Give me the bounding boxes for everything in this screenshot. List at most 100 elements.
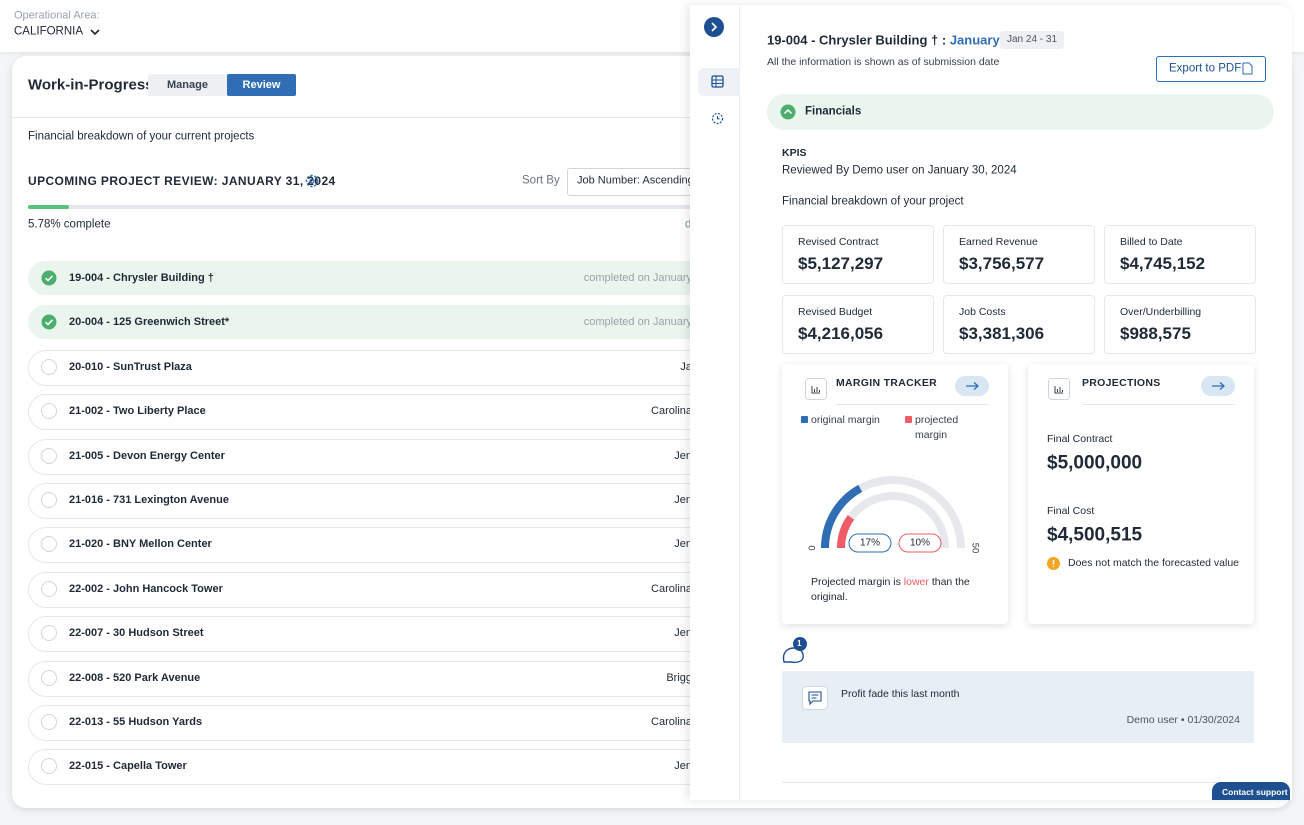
margin-title: MARGIN TRACKER: [836, 376, 938, 389]
sidebar-active[interactable]: [698, 68, 740, 96]
kpi-heading: KPIS: [782, 146, 807, 159]
export-button[interactable]: [1156, 56, 1266, 82]
kpi-value: $3,756,577: [959, 254, 1045, 273]
value-label: 17%: [860, 538, 880, 549]
tab[interactable]: Manage: [167, 79, 208, 91]
status-icon: [41, 580, 57, 597]
support-button[interactable]: [1212, 782, 1290, 800]
comment-toggle[interactable]: [780, 636, 810, 666]
progress-link[interactable]: d: [685, 218, 692, 231]
toggle-chevron: [783, 108, 793, 115]
divider: [12, 117, 1290, 118]
kpi-label: Billed to Date: [1120, 236, 1183, 248]
status-icon: [41, 758, 57, 775]
project-row[interactable]: [28, 616, 790, 653]
progress-fill: [28, 205, 70, 209]
sort-label: Sort By: [522, 174, 560, 187]
support-label: Contact support: [1222, 786, 1288, 797]
value-pill: [898, 533, 942, 553]
value-pill: [848, 533, 892, 553]
project-status: Jen: [674, 627, 692, 640]
progress-label: 5.78% complete: [28, 218, 111, 231]
kpi-value: $988,575: [1120, 324, 1191, 343]
kpi-value: $5,127,297: [798, 254, 884, 273]
toggle-circle: [780, 104, 796, 120]
gear-center: [309, 178, 315, 184]
icon-bars: [1054, 386, 1063, 394]
icon-frame: [1048, 378, 1070, 400]
comment-box: [782, 671, 1254, 743]
kpi-card: [943, 225, 1095, 284]
projections-open[interactable]: [1201, 376, 1235, 396]
check-mark: [44, 275, 54, 282]
section-title: Financials: [805, 105, 862, 118]
wip-description: Financial breakdown of your current proj…: [28, 130, 255, 143]
empty-circle: [41, 358, 57, 375]
project-name: 19-004 - Chrysler Building †: [69, 272, 214, 284]
project-status: Jen: [674, 760, 692, 773]
margin-gauge: 17% 10% 0 50: [805, 476, 980, 554]
gear-outline: [305, 174, 319, 188]
kpi-label: Earned Revenue: [959, 236, 1038, 248]
divider: [836, 404, 989, 405]
kpi-label: Job Costs: [959, 306, 1006, 318]
sort-select[interactable]: [567, 168, 709, 196]
empty-circle: [41, 625, 57, 642]
warning-text: Does not match the forecasted value: [1068, 556, 1240, 569]
kpi-value: $4,745,152: [1120, 254, 1206, 273]
status-icon: [41, 625, 57, 642]
project-row[interactable]: [28, 483, 790, 519]
project-row[interactable]: [28, 305, 788, 340]
project-row[interactable]: [28, 261, 788, 295]
chart-icon: [1048, 378, 1070, 400]
pdf-outline: [1242, 62, 1253, 75]
margin-note: Projected margin is lower than the origi…: [811, 575, 986, 605]
project-row[interactable]: [28, 749, 790, 786]
check-mark: [44, 319, 54, 327]
empty-circle: [41, 714, 57, 730]
project-name: 22-013 - 55 Hudson Yards: [69, 716, 203, 728]
project-name: 21-002 - Two Liberty Place: [69, 405, 206, 418]
date-range: Jan 24 - 31: [1000, 31, 1065, 49]
financials-section[interactable]: [767, 94, 1274, 130]
project-status: Carolina: [651, 405, 692, 418]
projections-card: [1028, 364, 1254, 624]
kpi-label: Revised Budget: [798, 306, 873, 318]
area-value[interactable]: CALIFORNIA: [14, 25, 84, 38]
project-name: 20-004 - 125 Greenwich Street*: [69, 316, 230, 329]
project-row[interactable]: [28, 660, 790, 697]
detail-subtitle: All the information is shown as of submi…: [767, 55, 1000, 68]
settings-icon[interactable]: [305, 174, 319, 188]
chevron-down[interactable]: [89, 26, 101, 38]
financials-toggle: [780, 104, 796, 120]
projection-label: Final Contract: [1047, 432, 1113, 445]
project-name: 22-015 - Capella Tower: [69, 760, 187, 773]
project-status: Carolina: [651, 582, 692, 595]
tab[interactable]: Review: [227, 74, 296, 96]
pdf-icon: [1242, 62, 1253, 75]
project-name: 22-002 - John Hancock Tower: [69, 582, 223, 595]
export-label: Export to PDF: [1169, 62, 1242, 75]
status-icon: [41, 447, 57, 464]
project-row[interactable]: [28, 571, 790, 608]
table-lines: [712, 76, 723, 87]
collapse-button[interactable]: [703, 16, 725, 38]
history-icon[interactable]: [711, 112, 724, 125]
project-row[interactable]: [28, 394, 790, 431]
margin-open[interactable]: [955, 376, 989, 396]
icon-frame: [805, 378, 827, 400]
check-circle: [41, 314, 57, 330]
kpi-label: Revised Contract: [798, 236, 879, 248]
project-row[interactable]: [28, 438, 790, 475]
project-status: Brigg: [666, 671, 692, 684]
project-row[interactable]: [28, 527, 790, 564]
kpi-value: $3,381,306: [959, 324, 1045, 343]
project-row[interactable]: [28, 349, 790, 386]
status-icon: [41, 536, 57, 553]
project-row[interactable]: [28, 705, 790, 741]
gauge-tick-label: 50: [969, 543, 980, 554]
empty-circle: [41, 669, 57, 686]
open-arrow: [1212, 382, 1225, 390]
gauge-tick-label: 0: [805, 545, 816, 550]
